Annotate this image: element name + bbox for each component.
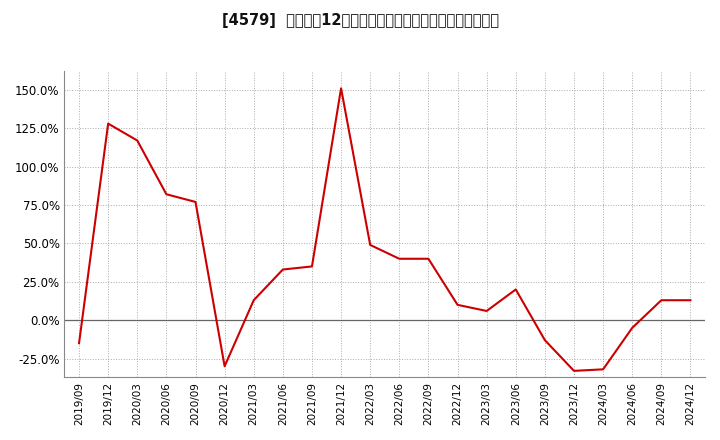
Text: [4579]  売上高の12か月移動合計の対前年同期増減率の推移: [4579] 売上高の12か月移動合計の対前年同期増減率の推移 bbox=[222, 13, 498, 28]
